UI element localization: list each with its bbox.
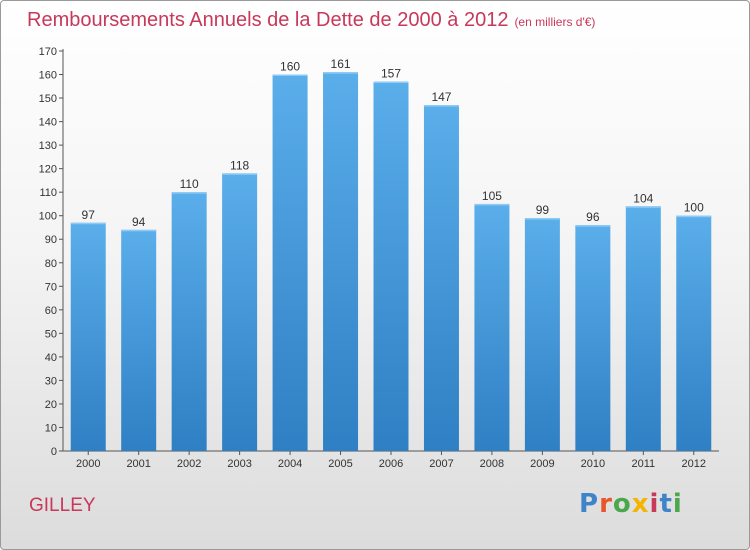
data-label: 96 (586, 210, 600, 224)
y-tick-label: 130 (39, 140, 57, 152)
y-tick-label: 20 (45, 399, 57, 411)
proxiti-logo: Proxiti (579, 489, 683, 519)
bar-highlight (70, 222, 106, 225)
bar (323, 72, 359, 452)
bar-highlight (575, 225, 611, 227)
data-label: 160 (280, 60, 300, 74)
data-label: 118 (230, 158, 249, 172)
logo-letter: i (672, 489, 683, 519)
bar-highlight (171, 192, 207, 194)
y-tick-label: 120 (39, 164, 57, 176)
y-tick-label: 10 (45, 422, 57, 434)
y-tick-label: 170 (39, 46, 57, 58)
y-tick-label: 50 (45, 328, 57, 340)
bar-highlight (272, 74, 308, 77)
data-label: 100 (684, 201, 704, 215)
bar-highlight (474, 203, 510, 206)
bar (222, 173, 258, 451)
x-tick-label: 2007 (429, 458, 453, 470)
bar-highlight (222, 173, 258, 175)
bar-highlight (676, 215, 712, 218)
unit-text: (en milliers d'€) (514, 15, 596, 29)
bar-highlight (423, 105, 459, 107)
data-label: 157 (381, 67, 401, 81)
y-tick-label: 100 (39, 211, 57, 223)
y-tick-label: 90 (45, 234, 57, 246)
bar (575, 225, 611, 451)
x-tick-label: 2010 (581, 458, 605, 470)
bar-highlight (625, 206, 661, 208)
y-tick-label: 140 (39, 117, 57, 129)
logo-letter: P (579, 489, 600, 519)
bar-highlight (323, 72, 359, 74)
y-tick-label: 150 (39, 93, 57, 105)
x-tick-label: 2011 (631, 458, 655, 470)
bar (70, 222, 106, 451)
bar (524, 218, 560, 451)
x-tick-label: 2006 (379, 458, 403, 470)
bar (625, 206, 661, 451)
y-tick-label: 110 (39, 187, 57, 199)
logo-letter: o (612, 489, 632, 519)
bar (423, 105, 459, 451)
bar (121, 229, 157, 451)
x-tick-label: 2003 (227, 458, 251, 470)
x-tick-label: 2012 (682, 458, 706, 470)
x-tick-label: 2008 (480, 458, 504, 470)
y-tick-label: 40 (45, 352, 57, 364)
logo-letter: t (659, 489, 673, 519)
data-label: 104 (633, 191, 653, 205)
x-tick-label: 2002 (177, 458, 201, 470)
title-text: Remboursements Annuels de la Dette de 20… (27, 9, 509, 31)
y-tick-label: 80 (45, 258, 57, 270)
y-tick-label: 160 (39, 70, 57, 82)
x-tick-label: 2001 (126, 458, 150, 470)
data-label: 110 (180, 177, 199, 191)
bar (676, 215, 712, 451)
chart-title: Remboursements Annuels de la Dette de 20… (27, 9, 595, 32)
data-label: 97 (82, 208, 96, 222)
y-tick-label: 70 (45, 281, 57, 293)
data-label: 94 (132, 215, 146, 229)
logo-letter: i (649, 489, 660, 519)
y-tick-label: 60 (45, 305, 57, 317)
y-tick-label: 30 (45, 375, 57, 387)
x-tick-label: 2005 (328, 458, 352, 470)
data-label: 99 (536, 203, 550, 217)
bar-highlight (524, 218, 560, 220)
logo-letter: x (631, 489, 650, 519)
bar-highlight (121, 229, 157, 232)
bar (171, 192, 207, 452)
bar (474, 203, 510, 451)
data-label: 161 (331, 57, 351, 71)
data-label: 105 (482, 189, 502, 203)
commune-name: GILLEY (29, 495, 96, 516)
x-tick-label: 2000 (76, 458, 100, 470)
data-label: 147 (431, 90, 451, 104)
x-tick-label: 2009 (530, 458, 554, 470)
x-tick-label: 2004 (278, 458, 302, 470)
y-tick-label: 0 (51, 446, 57, 458)
bar-highlight (373, 81, 409, 84)
bar (272, 74, 308, 451)
logo-letter: r (599, 489, 613, 519)
bar (373, 81, 409, 452)
